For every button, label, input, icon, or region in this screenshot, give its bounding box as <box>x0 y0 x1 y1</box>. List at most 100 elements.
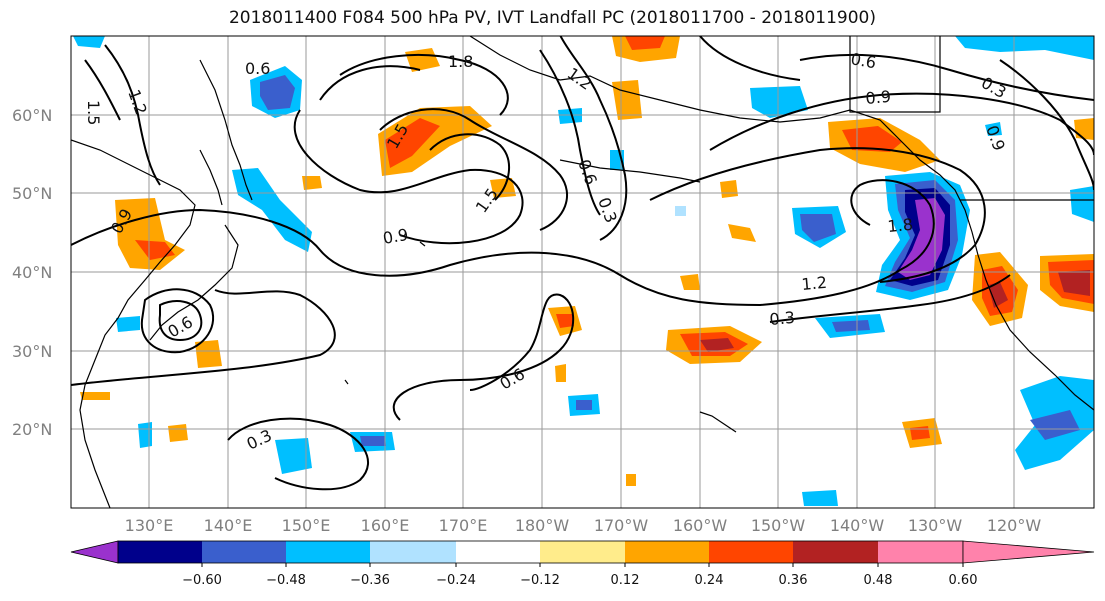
anomaly-patch <box>302 176 322 190</box>
anomaly-patch <box>556 314 574 328</box>
contour-label: 1.5 <box>84 100 103 125</box>
colorbar-extend-min <box>70 540 119 564</box>
lon-label: 160°W <box>673 516 728 535</box>
anomaly-patch <box>385 118 440 168</box>
contour-label: 0.9 <box>381 225 409 248</box>
anomaly-patch <box>360 436 386 446</box>
coastline-kamchatka <box>199 59 253 201</box>
lat-label: 20°N <box>12 420 52 439</box>
pv-contour <box>158 300 203 342</box>
pv-contour <box>84 59 121 121</box>
lat-label: 50°N <box>12 184 52 203</box>
pv-contours <box>71 36 1094 491</box>
lon-label: 140°E <box>204 516 253 535</box>
pv-contour <box>392 293 575 421</box>
pv-contour <box>559 36 628 241</box>
anomaly-patch <box>1058 270 1090 296</box>
lon-label: 140°W <box>830 516 885 535</box>
pv-contour <box>293 109 524 245</box>
coastline-hawaii <box>699 411 737 433</box>
contour-label: 0.6 <box>245 59 270 78</box>
anomaly-patch <box>168 424 188 442</box>
contour-label: 0.9 <box>865 87 892 108</box>
contour-label: 0.3 <box>769 308 796 329</box>
colorbar-cell <box>118 541 202 563</box>
colorbar-tick-label: −0.12 <box>520 573 560 588</box>
colorbar-cell <box>878 541 963 563</box>
anomaly-patch <box>1074 118 1094 140</box>
anomaly-patch <box>116 316 140 332</box>
lat-label: 30°N <box>12 342 52 361</box>
lat-label: 40°N <box>12 263 52 282</box>
anomaly-patch <box>1070 186 1094 222</box>
colorbar-tick-label: −0.48 <box>266 573 306 588</box>
coastline-sakhalin <box>199 149 223 206</box>
anomaly-patch <box>1030 410 1080 440</box>
anomaly-patch <box>195 340 222 368</box>
pv-contour <box>319 65 421 101</box>
pv-contour <box>999 59 1094 191</box>
anomaly-patch <box>626 474 636 486</box>
anomaly-patch <box>988 282 1008 308</box>
colorbar-tick-label: 0.48 <box>864 573 893 588</box>
anomaly-patch <box>680 274 700 290</box>
anomaly-patch <box>675 206 686 216</box>
pv-contour <box>140 288 215 354</box>
pv-contour <box>709 92 1094 156</box>
anomaly-patch <box>80 392 110 400</box>
anomaly-patch <box>802 490 838 506</box>
lon-label: 170°E <box>439 516 488 535</box>
anomaly-patch <box>720 180 738 198</box>
pv-contour <box>339 54 509 116</box>
anomaly-patch <box>800 214 836 242</box>
anomaly-patch <box>728 224 756 242</box>
colorbar-tick-label: 0.12 <box>611 573 640 588</box>
lon-label: 170°W <box>594 516 649 535</box>
contour-label: 0.6 <box>849 49 877 72</box>
pv-contour <box>649 147 986 283</box>
lon-label: 120°W <box>987 516 1042 535</box>
pv-contour <box>227 417 370 491</box>
anomaly-patch <box>576 400 592 410</box>
lon-label: 160°E <box>361 516 410 535</box>
pv-contour <box>539 49 601 216</box>
anomaly-patch <box>232 168 312 252</box>
anomaly-patch <box>625 36 665 50</box>
colorbar-cell <box>540 541 625 563</box>
pv-contour <box>104 44 161 186</box>
lon-label: 130°E <box>125 516 174 535</box>
anomaly-patch <box>985 122 1002 136</box>
latitude-labels: 60°N 50°N 40°N 30°N 20°N <box>12 106 52 439</box>
island-line <box>344 379 349 385</box>
pv-contour <box>769 274 1011 323</box>
anomaly-patch <box>910 426 930 440</box>
anomaly-patch <box>135 240 175 260</box>
colorbar-cell <box>202 541 286 563</box>
pv-contour <box>799 53 1094 101</box>
contour-label: 1.8 <box>448 52 473 71</box>
pv-contour <box>71 289 336 386</box>
lon-label: 130°W <box>908 516 963 535</box>
anomaly-patch <box>700 338 734 352</box>
coastline-japan <box>149 224 239 341</box>
anomaly-patch <box>832 320 870 332</box>
colorbar-cell <box>286 541 370 563</box>
anomaly-patch <box>955 36 1094 60</box>
coastline-alaska-interior <box>849 36 941 113</box>
anomaly-patch <box>750 86 808 118</box>
colorbar-extend-max <box>962 540 1095 564</box>
shaded-anomalies <box>73 36 1094 506</box>
map-title: 2018011400 F084 500 hPa PV, IVT Landfall… <box>228 8 876 28</box>
map-frame <box>70 35 1095 509</box>
lat-label: 60°N <box>12 106 52 125</box>
graticule <box>71 36 1094 508</box>
colorbar: −0.60 −0.48 −0.36 −0.24 −0.12 0.12 0.24 0.36 0.4… <box>70 540 1095 588</box>
colorbar-cell <box>793 541 878 563</box>
pv-contour <box>429 133 511 201</box>
anomaly-patch <box>275 438 312 474</box>
coastline-aleutians <box>559 159 701 183</box>
pv-contour <box>699 36 801 81</box>
contour-label: 1.8 <box>887 215 914 236</box>
colorbar-tick-label: −0.24 <box>436 573 476 588</box>
